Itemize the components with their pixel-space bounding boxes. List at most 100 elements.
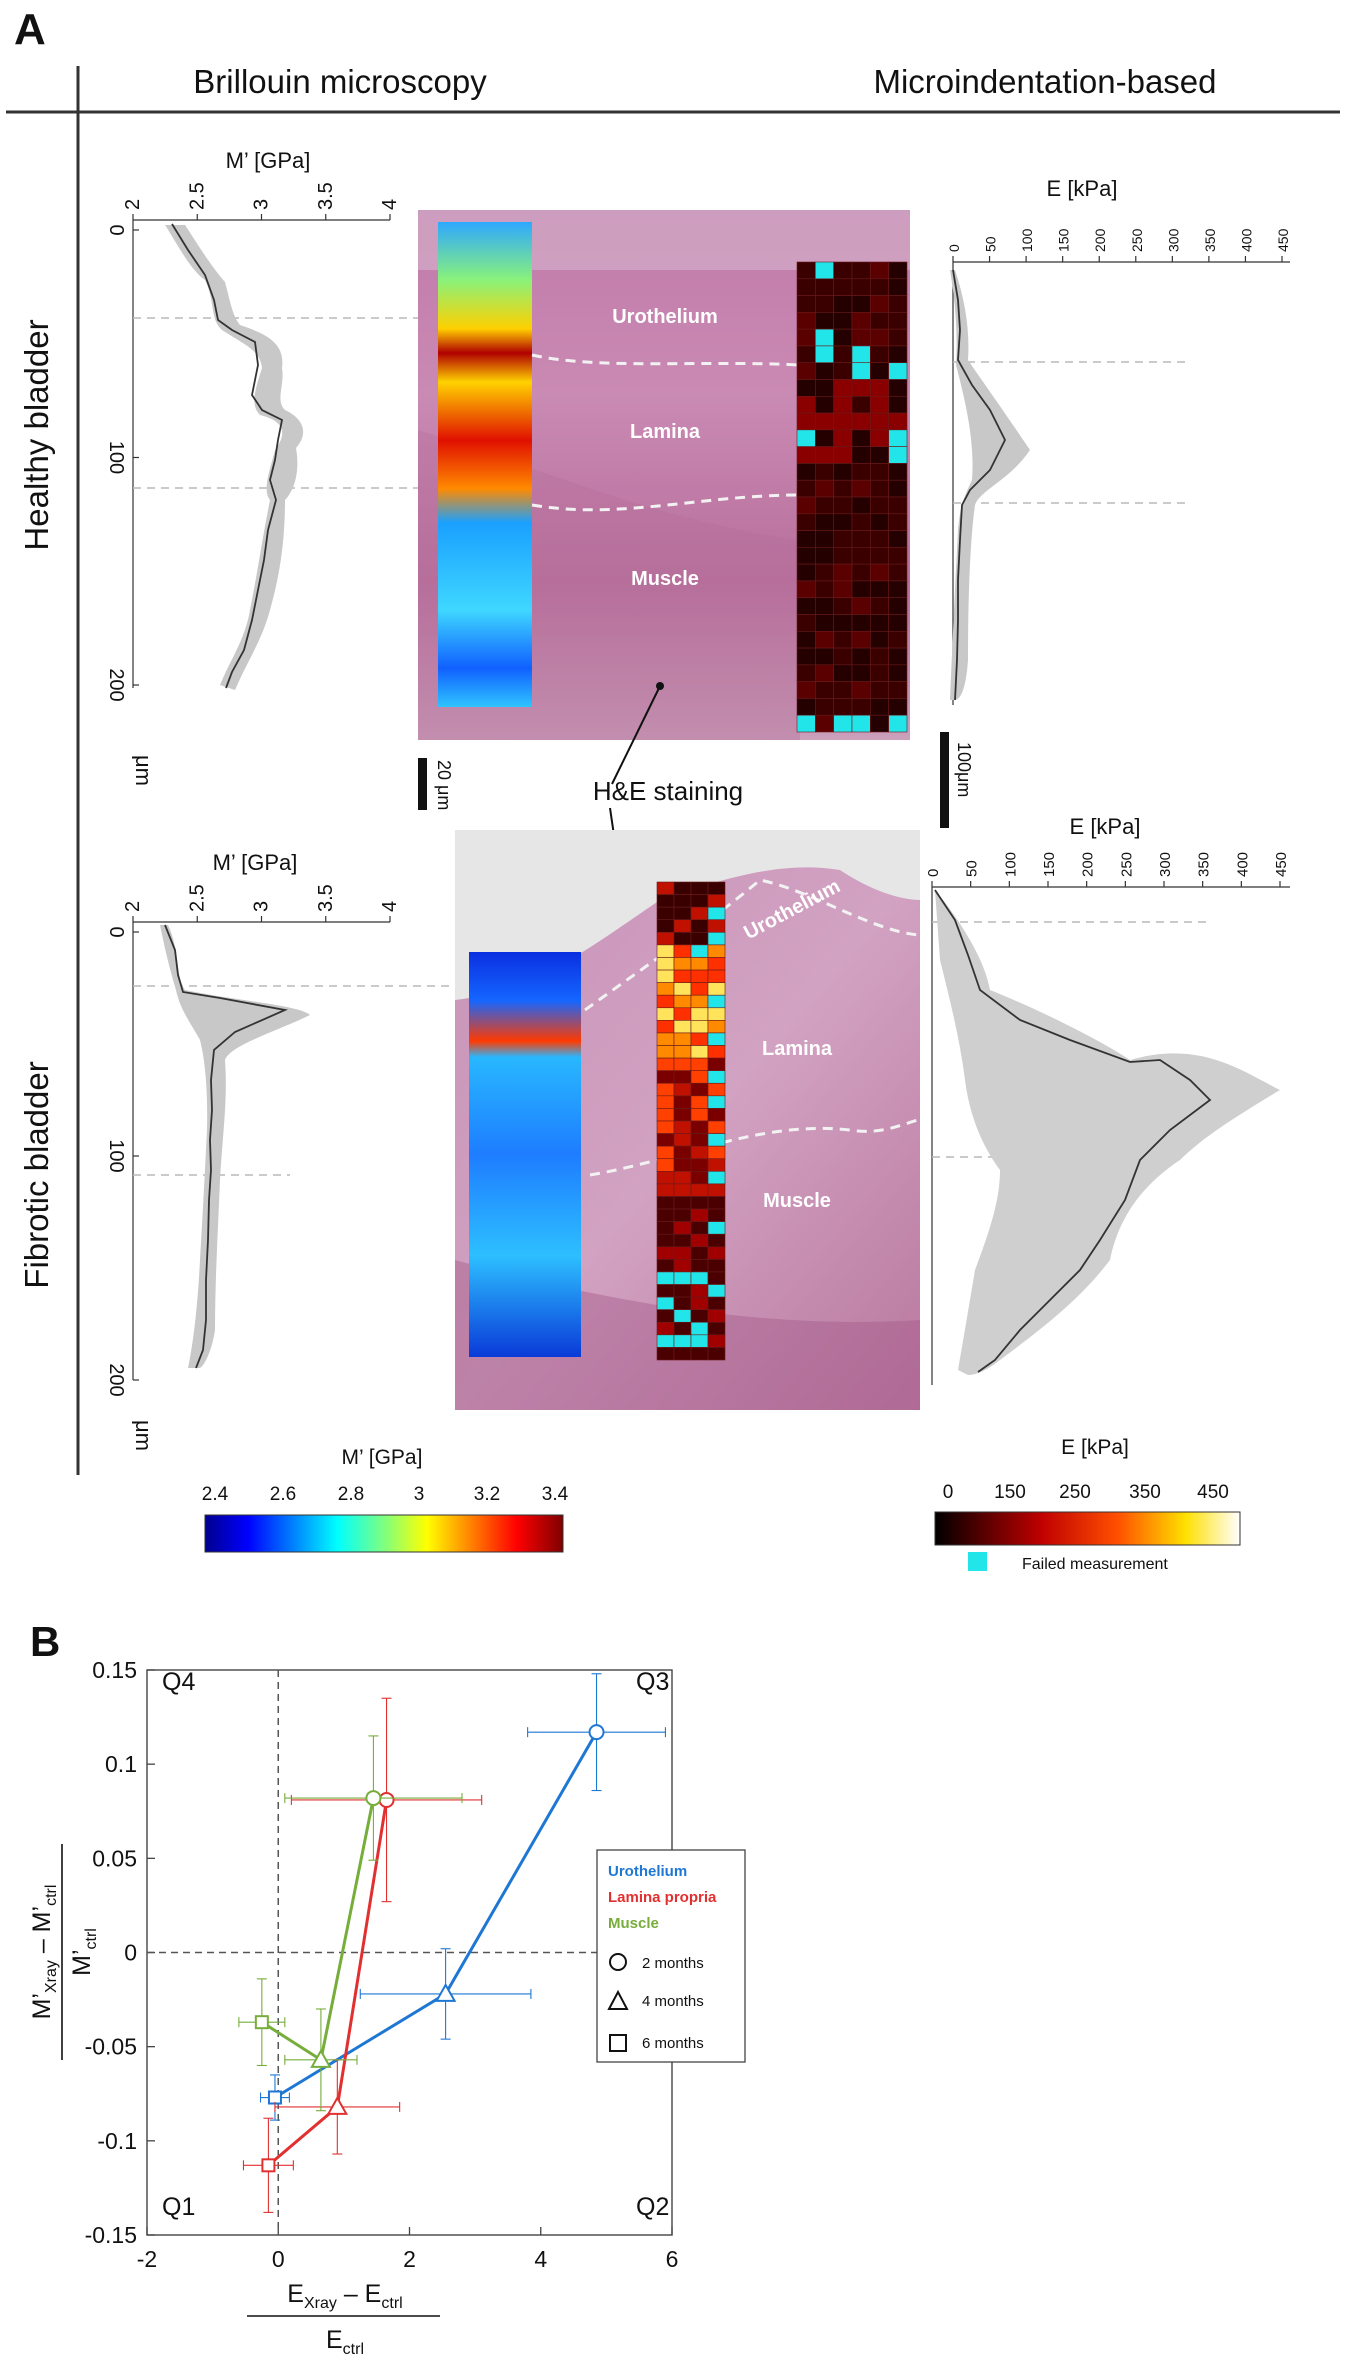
indentation-cell [833, 463, 853, 481]
scale-bar-100um-label: 100μm [954, 742, 974, 797]
indentation-cell [888, 362, 908, 380]
indentation-cell [707, 1057, 726, 1071]
indentation-cell [690, 1196, 709, 1210]
he-staining-label: H&E staining [593, 776, 743, 806]
indentation-cell [796, 597, 816, 615]
chart-legend: Urothelium Lamina propria Muscle 2 month… [596, 1849, 746, 2063]
indentation-cell [815, 362, 834, 380]
healthy-e-tick: 300 [1165, 228, 1181, 252]
colorbar-m-tick: 3.2 [474, 1484, 500, 1505]
indentation-cell [815, 698, 834, 716]
indentation-cell [888, 530, 908, 548]
indentation-cell [833, 597, 853, 615]
indentation-cell [673, 1020, 692, 1034]
indentation-cell [673, 932, 692, 946]
indentation-cell [690, 1183, 709, 1197]
indentation-cell [833, 328, 853, 347]
panel-b-label: B [30, 1618, 60, 1665]
indentation-cell [888, 463, 908, 481]
indentation-cell [673, 1321, 692, 1336]
indentation-cell [673, 1208, 692, 1222]
indentation-cell [815, 412, 834, 431]
indentation-cell [690, 1334, 709, 1348]
indentation-cell [833, 395, 853, 414]
indentation-cell [690, 1233, 709, 1248]
colorbar-m-tick: 2.6 [270, 1484, 296, 1505]
fibrotic-m-tick: 2.5 [186, 884, 208, 912]
healthy-brillouin-map [438, 222, 532, 707]
panel-a-label: A [14, 5, 46, 54]
healthy-depth-tick: 0 [105, 224, 127, 235]
indentation-cell [690, 1070, 709, 1084]
indentation-cell [796, 463, 816, 481]
fibrotic-depth-unit: μm [131, 1420, 156, 1451]
indentation-cell [673, 1221, 692, 1235]
indentation-cell [690, 1045, 709, 1059]
indentation-cell [707, 1032, 726, 1046]
healthy-e-tick: 150 [1056, 228, 1072, 252]
indentation-cell [870, 278, 889, 296]
indentation-cell [707, 1007, 726, 1021]
x-tick-label: 4 [534, 2246, 547, 2272]
fibrotic-e-tick: 50 [964, 860, 981, 877]
indentation-cell [870, 647, 889, 666]
indentation-cell [815, 664, 834, 682]
indentation-cell [851, 580, 871, 599]
indentation-cell [656, 1321, 675, 1336]
colorbar-e-tick: 450 [1197, 1482, 1229, 1503]
indentation-cell [870, 530, 889, 548]
indentation-cell [851, 362, 871, 380]
indentation-cell [851, 547, 871, 565]
indentation-cell [833, 630, 853, 649]
indentation-cell [656, 1145, 675, 1160]
legend-4-months: 4 months [642, 1993, 704, 2010]
legend-square-icon [609, 2034, 627, 2052]
indentation-cell [656, 881, 675, 895]
indentation-cell [870, 463, 889, 481]
indentation-cell [815, 513, 834, 531]
fibrotic-m-tick: 3.5 [315, 884, 337, 912]
indentation-cell [833, 278, 853, 296]
indentation-cell [673, 1145, 692, 1160]
healthy-e-tick: 50 [983, 236, 999, 252]
indentation-cell [707, 1334, 726, 1348]
indentation-cell [656, 1020, 675, 1034]
indentation-cell [673, 1171, 692, 1185]
indentation-cell [707, 994, 726, 1009]
indentation-cell [833, 681, 853, 699]
fibrotic-brillouin-map [469, 952, 581, 1357]
y-tick-label: 0.05 [92, 1845, 137, 1871]
legend-6-months: 6 months [642, 2035, 704, 2052]
indentation-cell [833, 714, 853, 733]
colorbar-e-title: E [kPa] [1061, 1436, 1129, 1459]
quadrant-q2: Q2 [636, 2193, 669, 2221]
indentation-cell [673, 881, 692, 895]
indentation-cell [707, 1158, 726, 1172]
series-muscle [238, 1735, 463, 2112]
indentation-cell [833, 614, 853, 632]
legend-muscle: Muscle [608, 1915, 659, 1932]
indentation-cell [673, 982, 692, 996]
healthy-e-tick: 0 [946, 244, 962, 252]
indentation-cell [656, 1309, 675, 1323]
indentation-cell [888, 580, 908, 599]
indentation-cell [656, 906, 675, 921]
indentation-cell [707, 969, 726, 983]
fibrotic-e-tick: 0 [925, 869, 942, 877]
indentation-cell [833, 647, 853, 666]
indentation-cell [888, 563, 908, 582]
colorbar-modulus: M’ [GPa] 2.4 2.6 2.8 3 3.2 3.4 [202, 1446, 569, 1553]
indentation-cell [870, 328, 889, 347]
indentation-cell [888, 345, 908, 364]
indentation-cell [888, 597, 908, 615]
quadrant-q1: Q1 [162, 2193, 195, 2221]
indentation-cell [796, 295, 816, 313]
indentation-cell [851, 446, 871, 464]
indentation-cell [870, 580, 889, 599]
point-lamina-propria-triangle [326, 2095, 349, 2115]
indentation-cell [707, 1020, 726, 1034]
indentation-cell [796, 580, 816, 599]
indentation-cell [673, 1259, 692, 1273]
indentation-cell [851, 614, 871, 632]
healthy-depth-unit: μm [131, 755, 156, 786]
